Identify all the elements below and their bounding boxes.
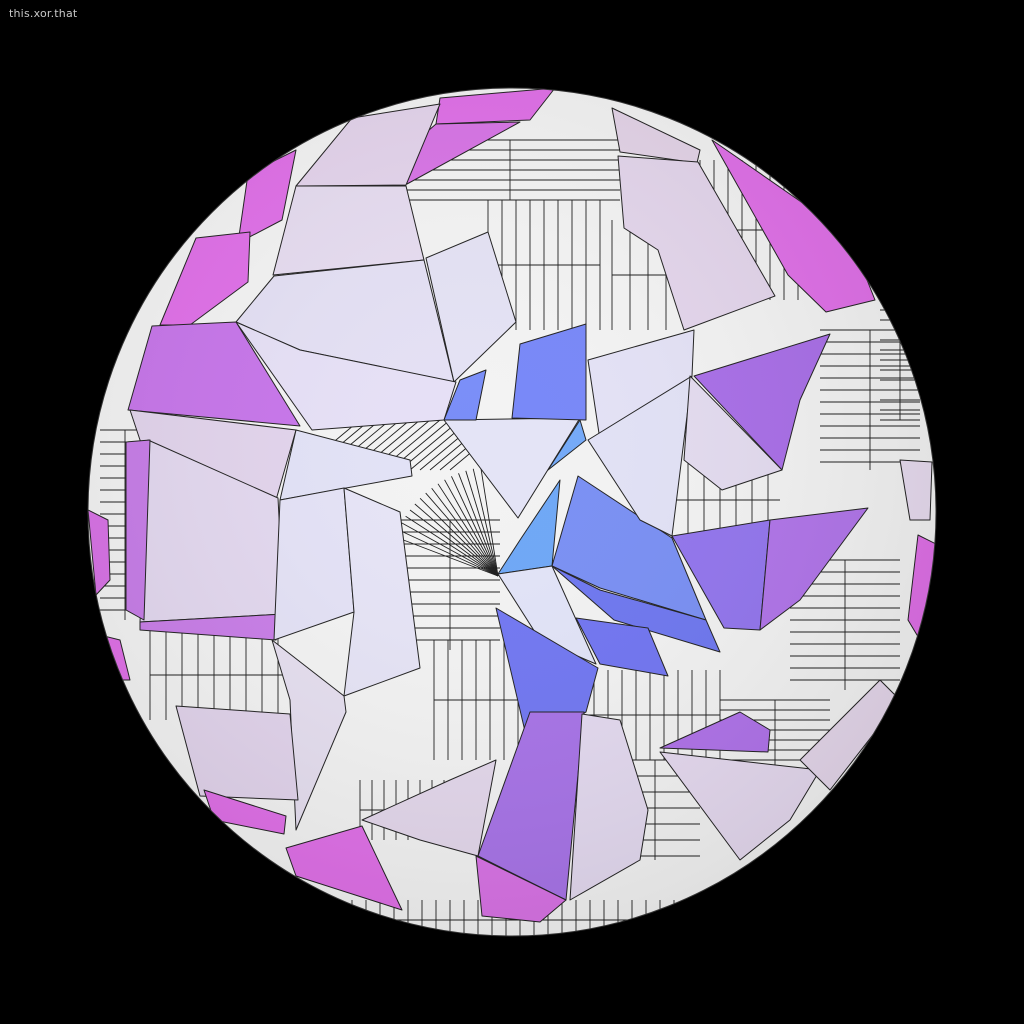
watermark-text: this.xor.that bbox=[9, 7, 78, 20]
sphere-outline bbox=[87, 87, 937, 937]
sphere-shading bbox=[88, 88, 936, 936]
